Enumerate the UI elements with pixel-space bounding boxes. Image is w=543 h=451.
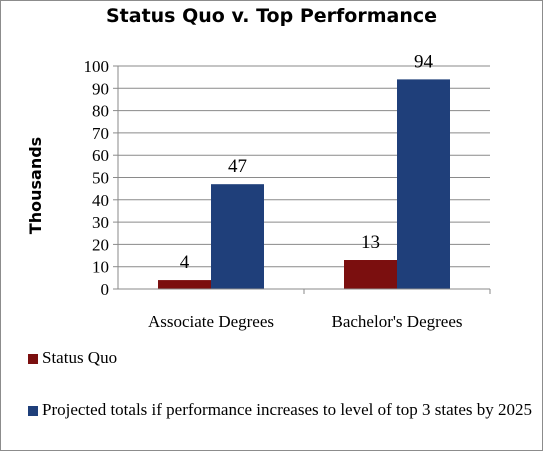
data-label-s0-c1: 13 [361,232,380,253]
legend-label-projected: Projected totals if performance increase… [42,400,533,419]
y-tick-label-10: 10 [92,258,109,277]
legend-label-status-quo: Status Quo [42,348,118,367]
y-tick-label-20: 20 [92,235,109,254]
data-label-s1-c0: 47 [228,156,247,177]
y-tick-label-100: 100 [84,57,110,76]
bar-s0-c1 [344,260,397,289]
x-category-label-0: Associate Degrees [148,312,274,331]
y-tick-label-40: 40 [92,191,109,210]
data-label-s1-c1: 94 [414,51,434,72]
legend-swatch-status-quo [28,354,38,364]
y-tick-label-60: 60 [92,146,109,165]
legend-swatch-projected [28,406,38,416]
y-tick-label-30: 30 [92,213,109,232]
chart-title: Status Quo v. Top Performance [105,5,437,27]
y-tick-label-80: 80 [92,102,109,121]
y-tick-label-0: 0 [101,280,110,299]
bar-s1-c1 [397,79,450,289]
y-tick-label-50: 50 [92,169,109,188]
data-label-s0-c0: 4 [180,252,190,273]
y-tick-label-70: 70 [92,124,109,143]
y-axis-title: Thousands [26,137,45,234]
bar-s0-c0 [158,280,211,289]
y-tick-label-90: 90 [92,79,109,98]
bar-s1-c0 [211,184,264,289]
x-category-label-1: Bachelor's Degrees [332,312,463,331]
